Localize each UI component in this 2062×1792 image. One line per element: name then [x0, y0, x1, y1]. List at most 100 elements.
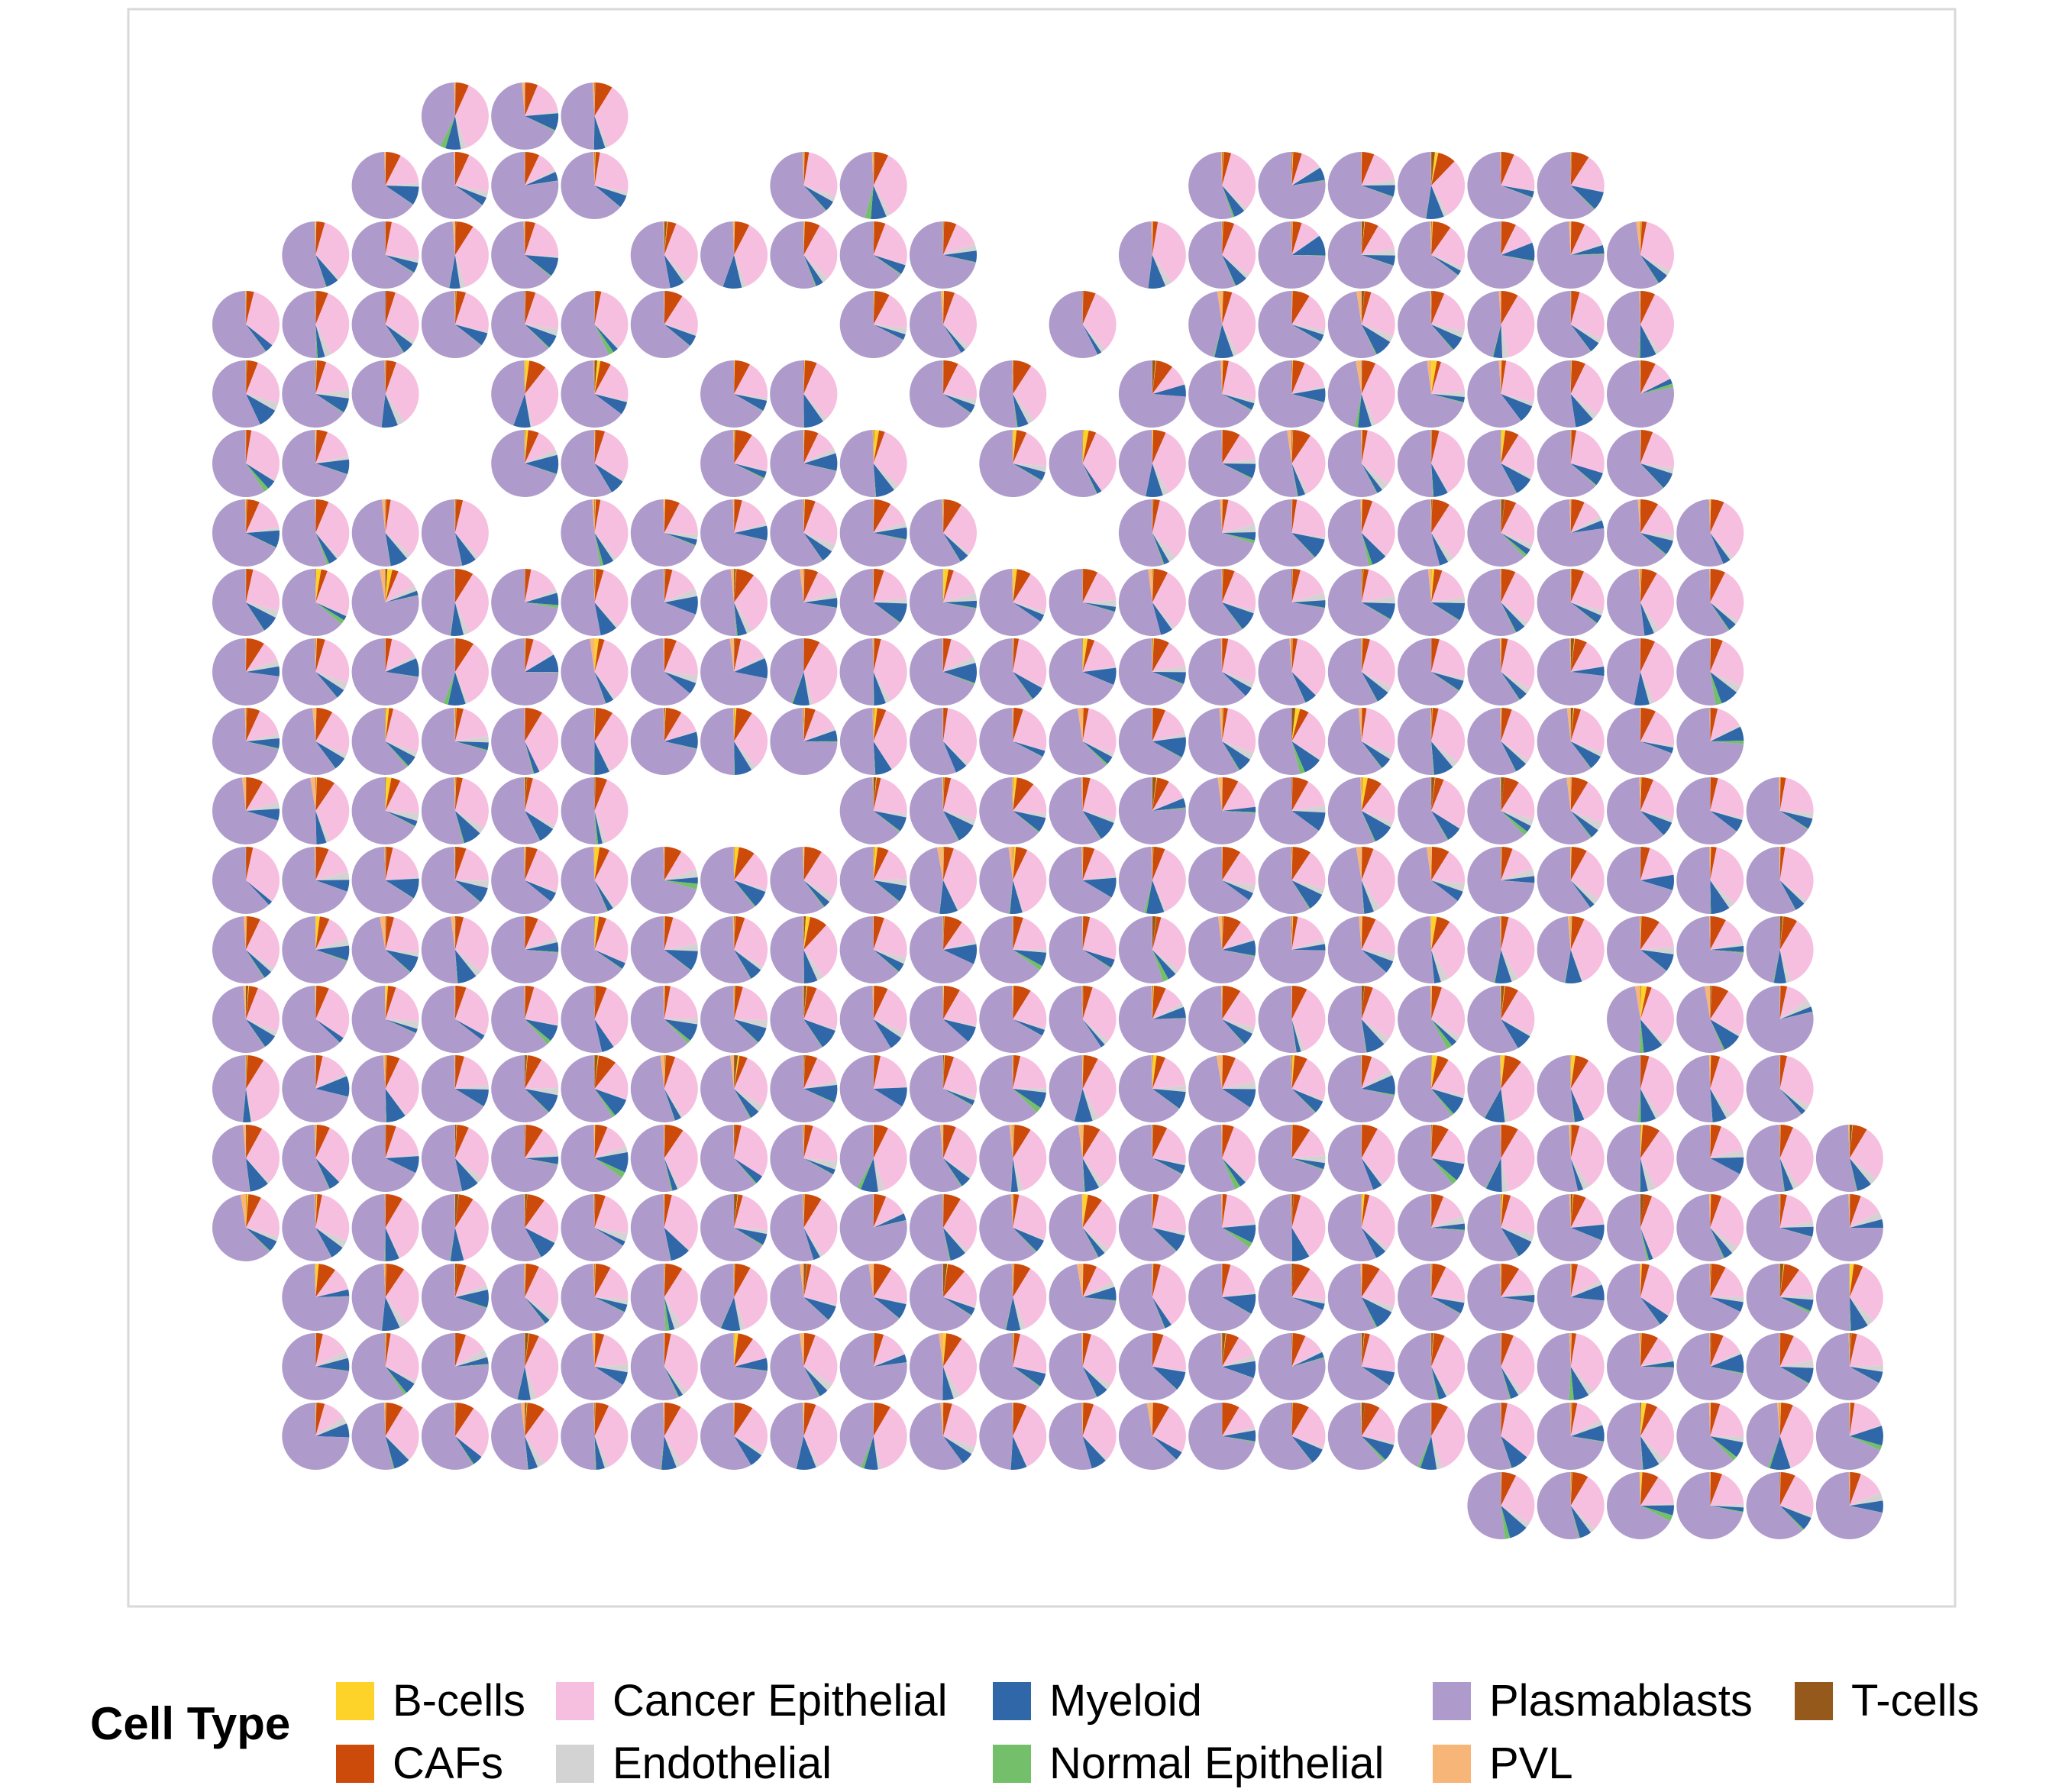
pie-slice — [803, 950, 804, 984]
pie-slice — [525, 589, 558, 602]
pie-slice — [664, 1264, 666, 1297]
pie-slice — [1291, 1333, 1293, 1367]
pie-slice — [1222, 1367, 1254, 1379]
pie-slice — [594, 1403, 596, 1436]
spot-pie — [1398, 915, 1466, 984]
spot-pie — [979, 360, 1047, 428]
pie-slice — [1779, 811, 1813, 829]
spot-pie — [1537, 429, 1605, 497]
spot-pie — [491, 985, 559, 1054]
pie-slice — [803, 1228, 820, 1261]
pie-slice — [1710, 708, 1718, 741]
pie-slice — [1291, 1194, 1294, 1228]
pie-slice — [1152, 1055, 1165, 1089]
pie-slice — [700, 221, 735, 287]
spot-pie — [1188, 638, 1256, 705]
pie-slice — [1779, 1403, 1781, 1436]
pie-slice — [1291, 291, 1310, 324]
pie-slice — [454, 533, 463, 567]
pie-slice — [1049, 1264, 1117, 1331]
pie-slice — [315, 708, 333, 741]
pie-slice — [943, 944, 977, 964]
pie-slice — [1222, 1194, 1227, 1228]
pie-slice — [1082, 1436, 1092, 1469]
pie-slice — [734, 708, 737, 741]
pie-slice — [1537, 221, 1605, 289]
pie-slice — [594, 1364, 629, 1373]
pie-slice — [594, 186, 621, 208]
pie-slice — [1222, 708, 1224, 741]
pie-slice — [594, 360, 598, 394]
pie-slice — [594, 499, 596, 533]
pie-slice — [1361, 324, 1394, 343]
pie-slice — [1570, 1125, 1580, 1158]
pie-slice — [1640, 499, 1641, 533]
pie-slice — [803, 1158, 838, 1170]
spot-pie — [491, 1193, 559, 1261]
pie-slice — [734, 1125, 768, 1177]
pie-slice — [1222, 852, 1256, 886]
pie-slice — [1430, 777, 1432, 811]
pie-slice — [1710, 1019, 1740, 1037]
pie-slice — [1222, 806, 1256, 811]
pie-slice — [454, 811, 480, 844]
pie-slice — [1152, 672, 1186, 684]
pie-slice — [734, 741, 735, 775]
spot-pie — [770, 1403, 838, 1470]
pie-slice — [803, 360, 805, 394]
pie-slice — [1013, 569, 1017, 602]
pie-slice — [664, 1158, 680, 1190]
pie-slice — [1710, 638, 1711, 672]
pie-slice — [1013, 949, 1047, 953]
pie-slice — [246, 527, 280, 533]
pie-slice — [1710, 533, 1724, 564]
pie-slice — [1152, 569, 1153, 602]
pie-slice — [802, 1194, 804, 1228]
pie-slice — [661, 1436, 664, 1470]
pie-slice — [1606, 638, 1640, 705]
pie-slice — [1327, 1403, 1384, 1471]
spot-pie — [561, 568, 629, 637]
spot-pie — [979, 1194, 1047, 1261]
pie-slice — [310, 777, 316, 811]
pie-slice — [734, 1264, 735, 1297]
spot-pie — [1118, 915, 1186, 983]
pie-slice — [1708, 1054, 1711, 1089]
pie-slice — [1291, 985, 1293, 1019]
pie-slice — [449, 1228, 455, 1261]
pie-slice — [1361, 950, 1395, 962]
pie-slice — [1291, 1019, 1297, 1053]
pie-slice — [803, 1297, 829, 1321]
pie-slice — [1361, 1194, 1370, 1228]
pie-slice — [664, 1019, 690, 1044]
pie-slice — [1709, 847, 1711, 880]
pie-slice — [594, 916, 600, 950]
pie-slice — [1291, 1125, 1292, 1158]
pie-slice — [594, 1089, 626, 1116]
pie-slice — [525, 170, 556, 186]
pie-slice — [1779, 1475, 1814, 1516]
pie-slice — [734, 712, 768, 767]
pie-slice — [1222, 1333, 1239, 1367]
spot-pie — [1049, 915, 1117, 983]
pie-slice — [873, 672, 886, 705]
pie-slice — [1221, 429, 1223, 463]
pie-slice — [1291, 221, 1302, 255]
spot-pie — [1327, 429, 1395, 497]
pie-slice — [384, 360, 386, 394]
pie-slice — [594, 1332, 596, 1367]
spot-pie — [421, 569, 489, 637]
pie-slice — [1570, 1472, 1572, 1506]
pie-slice — [873, 708, 887, 741]
pie-slice — [1570, 1477, 1605, 1529]
spot-pie — [979, 777, 1047, 845]
pie-slice — [1291, 1333, 1306, 1367]
pie-slice — [1361, 783, 1395, 822]
spot-pie — [1537, 777, 1605, 845]
pie-slice — [525, 1228, 541, 1258]
pie-slice — [454, 499, 464, 533]
pie-slice — [594, 1055, 599, 1089]
pie-slice — [943, 1019, 976, 1042]
pie-slice — [1501, 394, 1534, 407]
pie-slice — [1425, 186, 1432, 219]
